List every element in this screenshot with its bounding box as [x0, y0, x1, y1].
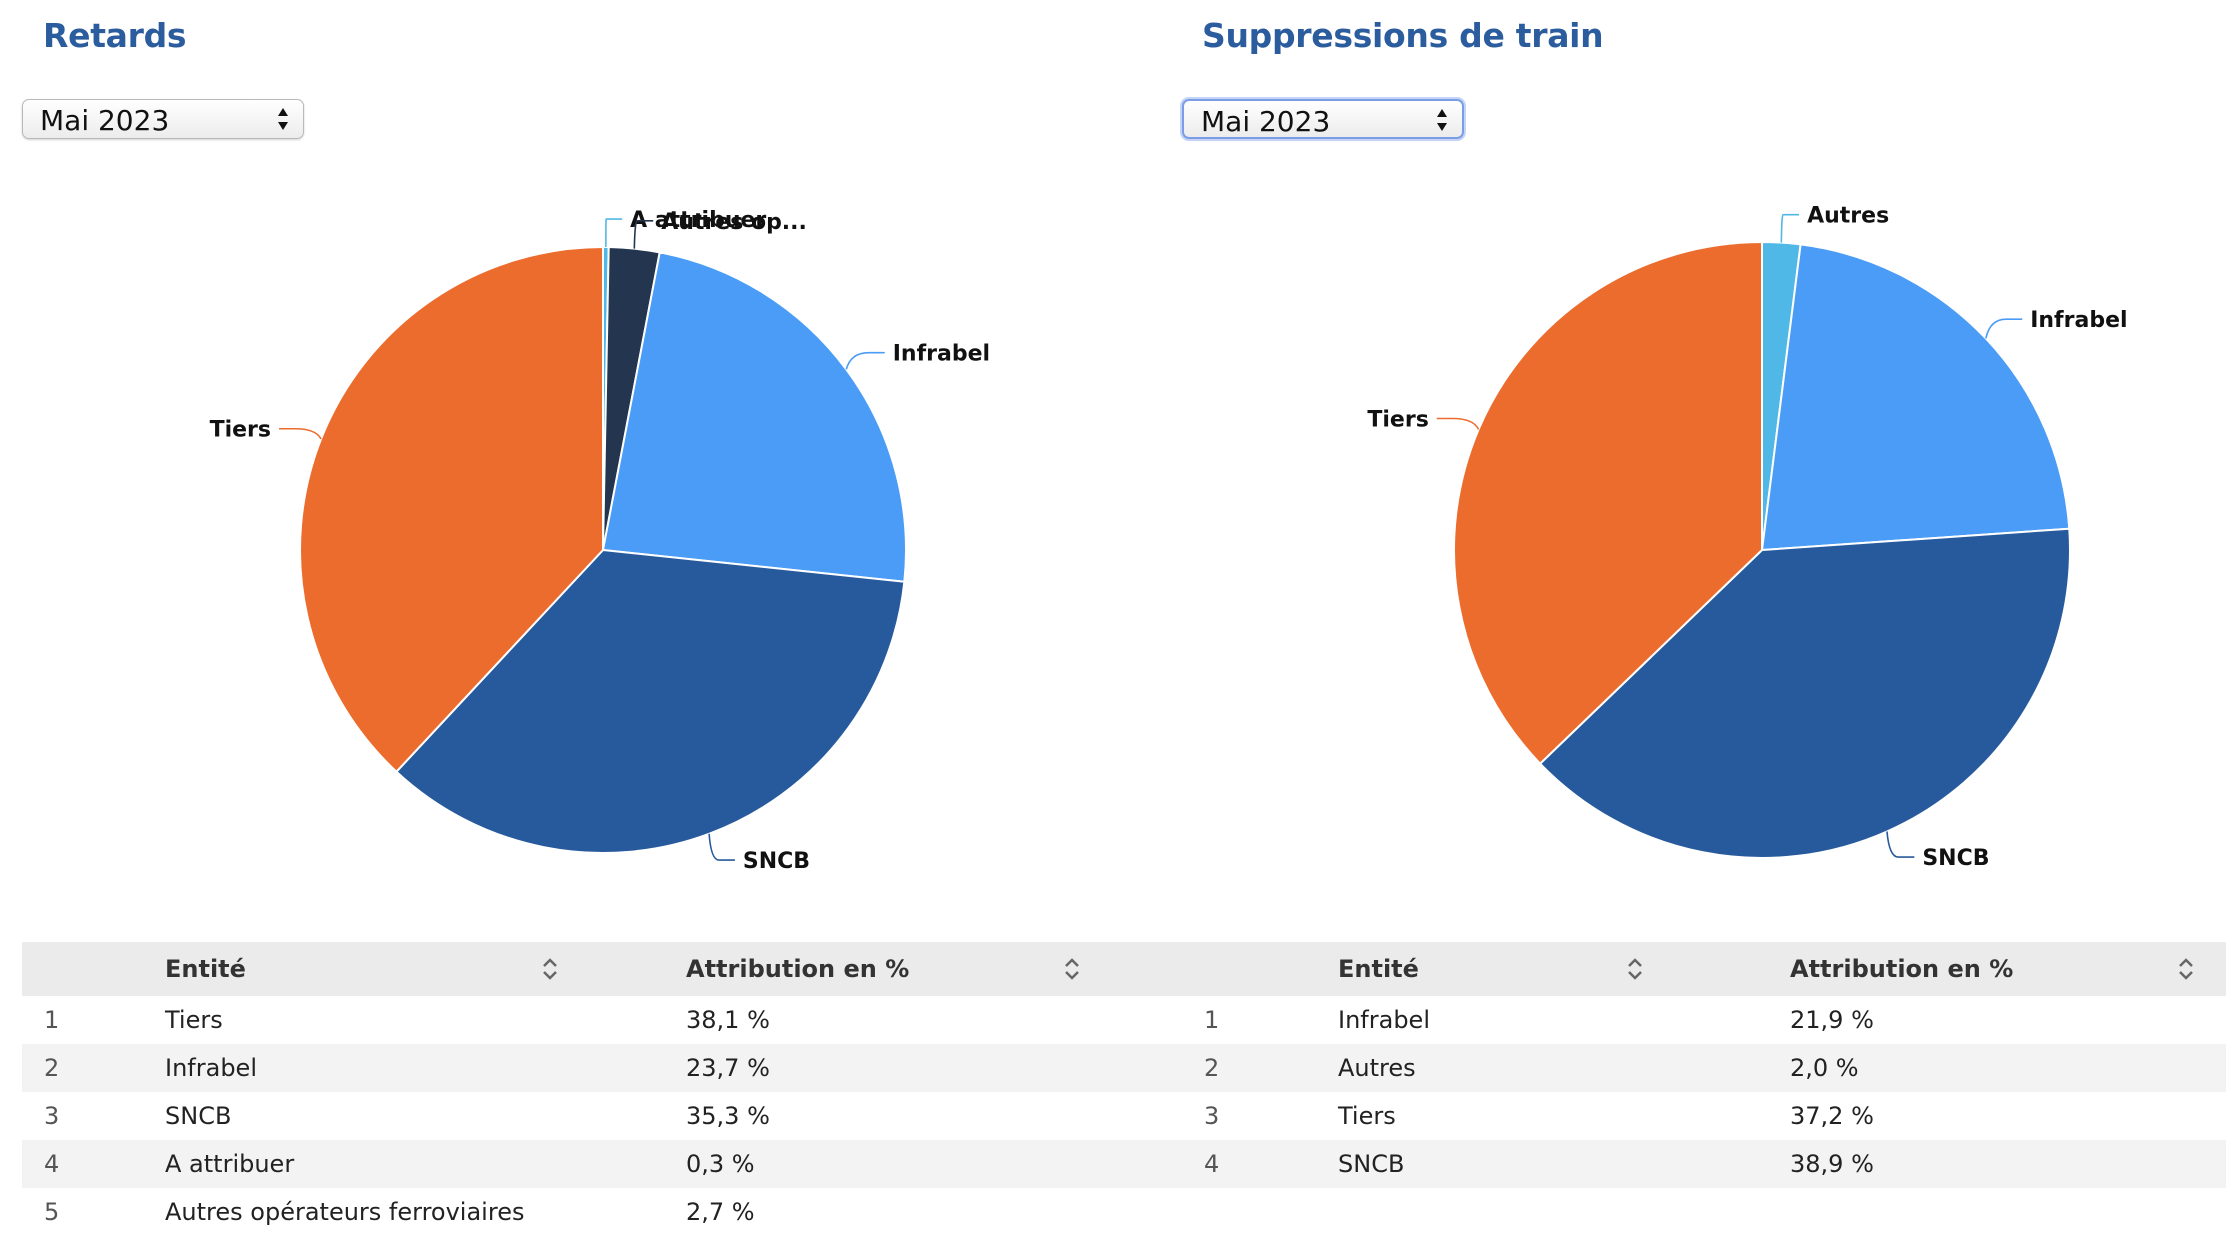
- delays-month-select-value: Mai 2023: [40, 104, 170, 137]
- table-row: 1 Tiers 38,1 %: [22, 996, 1172, 1044]
- row-index: 4: [1204, 1150, 1220, 1178]
- row-entity: SNCB: [165, 1102, 232, 1130]
- column-header-entity-label: Entité: [165, 955, 246, 983]
- pie-label-autres-operateurs-ferroviaires: Autres op...: [661, 210, 807, 235]
- cancellations-panel: Suppressions de train Mai 2023 Autres Inf…: [1172, 0, 2226, 1254]
- pie-label-tiers: Tiers: [1367, 407, 1428, 432]
- row-index: 5: [44, 1198, 60, 1226]
- row-percentage: 2,7 %: [686, 1198, 755, 1226]
- pie-slice-infrabel[interactable]: [1761, 243, 2071, 551]
- column-header-entity-label: Entité: [1338, 955, 1419, 983]
- row-percentage: 37,2 %: [1790, 1102, 1874, 1130]
- row-entity: Autres: [1338, 1054, 1416, 1082]
- pie-label-infrabel: Infrabel: [2030, 308, 2127, 333]
- table-row: 2 Autres 2,0 %: [1172, 1044, 2226, 1092]
- row-index: 3: [1204, 1102, 1220, 1130]
- pie-slice-sncb[interactable]: [395, 549, 906, 854]
- column-header-attribution-label: Attribution en %: [686, 955, 910, 983]
- select-arrows-icon: [278, 108, 288, 130]
- table-row: 4 A attribuer 0,3 %: [22, 1140, 1172, 1188]
- row-entity: Autres opérateurs ferroviaires: [165, 1198, 525, 1226]
- pie-label-autres: Autres: [1807, 204, 1889, 229]
- row-entity: Tiers: [165, 1006, 223, 1034]
- table-row: 3 SNCB 35,3 %: [22, 1092, 1172, 1140]
- column-header-attribution[interactable]: Attribution en %: [1790, 942, 2226, 996]
- delays-table-header: Entité Attribution en %: [22, 942, 1172, 996]
- table-row: 5 Autres opérateurs ferroviaires 2,7 %: [22, 1188, 1172, 1236]
- sort-icon[interactable]: [2177, 955, 2195, 983]
- row-percentage: 21,9 %: [1790, 1006, 1874, 1034]
- delays-title: Retards: [43, 16, 187, 55]
- table-row: 2 Infrabel 23,7 %: [22, 1044, 1172, 1092]
- column-header-entity[interactable]: Entité: [1338, 942, 1790, 996]
- cancellations-month-select-value: Mai 2023: [1201, 105, 1331, 138]
- cancellations-table-header: Entité Attribution en %: [1172, 942, 2226, 996]
- row-entity: Tiers: [1338, 1102, 1396, 1130]
- table-row: 1 Infrabel 21,9 %: [1172, 996, 2226, 1044]
- connector-line: [633, 219, 654, 249]
- delays-table: Entité Attribution en %: [22, 942, 1172, 1236]
- row-entity: A attribuer: [165, 1150, 295, 1178]
- row-percentage: 38,1 %: [686, 1006, 770, 1034]
- row-index: 1: [1204, 1006, 1220, 1034]
- connector-line: [605, 218, 623, 248]
- select-arrows-icon: [1437, 109, 1447, 131]
- row-index: 4: [44, 1150, 60, 1178]
- pie-label-sncb: SNCB: [1922, 846, 1989, 871]
- row-percentage: 35,3 %: [686, 1102, 770, 1130]
- column-header-entity[interactable]: Entité: [165, 942, 686, 996]
- row-percentage: 38,9 %: [1790, 1150, 1874, 1178]
- column-header-attribution-label: Attribution en %: [1790, 955, 2014, 983]
- column-header-attribution[interactable]: Attribution en %: [686, 942, 1172, 996]
- pie-slice-tiers[interactable]: [1453, 241, 1763, 765]
- connector-line: [1985, 318, 2023, 339]
- row-index: 1: [44, 1006, 60, 1034]
- row-percentage: 23,7 %: [686, 1054, 770, 1082]
- row-percentage: 2,0 %: [1790, 1054, 1859, 1082]
- row-entity: SNCB: [1338, 1150, 1405, 1178]
- connector-line: [279, 427, 322, 440]
- row-index: 2: [44, 1054, 60, 1082]
- connector-line: [1436, 417, 1480, 430]
- delays-month-select[interactable]: Mai 2023: [22, 99, 304, 139]
- cancellations-month-select[interactable]: Mai 2023: [1182, 99, 1464, 139]
- row-percentage: 0,3 %: [686, 1150, 755, 1178]
- connector-line: [1886, 831, 1915, 858]
- sort-icon[interactable]: [1063, 955, 1081, 983]
- connector-line: [845, 351, 885, 370]
- cancellations-pie-chart: Autres Infrabel SNCB Tiers: [1367, 204, 2127, 871]
- cancellations-table: Entité Attribution en %: [1172, 942, 2226, 1188]
- delays-panel: Retards Mai 2023 A attribuer Autres op...…: [22, 16, 1172, 1236]
- table-row: 3 Tiers 37,2 %: [1172, 1092, 2226, 1140]
- sort-icon[interactable]: [541, 955, 559, 983]
- connector-line: [1780, 213, 1800, 243]
- row-index: 3: [44, 1102, 60, 1130]
- pie-label-sncb: SNCB: [743, 849, 810, 874]
- row-index: 2: [1204, 1054, 1220, 1082]
- connector-line: [708, 833, 735, 861]
- row-entity: Infrabel: [165, 1054, 257, 1082]
- row-entity: Infrabel: [1338, 1006, 1430, 1034]
- sort-icon[interactable]: [1626, 955, 1644, 983]
- pie-label-infrabel: Infrabel: [893, 342, 990, 367]
- table-row: 4 SNCB 38,9 %: [1172, 1140, 2226, 1188]
- cancellations-title: Suppressions de train: [1202, 16, 1604, 55]
- pie-label-tiers: Tiers: [210, 418, 271, 443]
